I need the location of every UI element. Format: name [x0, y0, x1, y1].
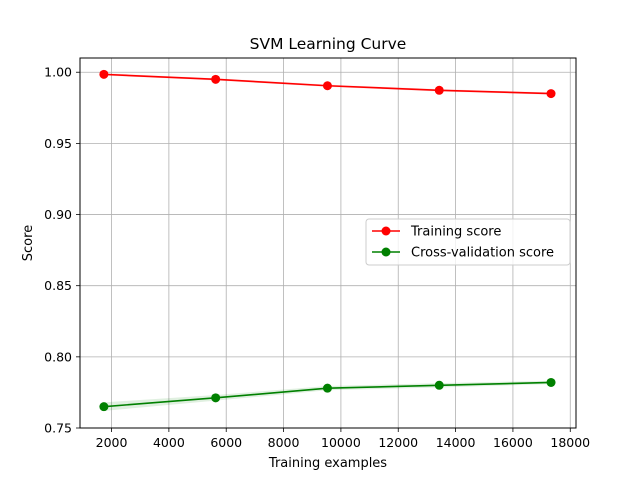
- legend-marker-cv: [381, 247, 391, 257]
- y-tick-label: 0.90: [44, 207, 72, 222]
- x-axis-label: Training examples: [268, 456, 387, 471]
- point-cv: [211, 393, 221, 403]
- legend-label-training: Training score: [410, 225, 501, 240]
- x-tick-label: 6000: [210, 435, 242, 450]
- point-training: [99, 69, 109, 79]
- x-tick-label: 4000: [153, 435, 185, 450]
- y-tick-label: 0.75: [44, 421, 72, 436]
- y-tick-label: 0.95: [44, 136, 72, 151]
- legend: Training score Cross-validation score: [365, 218, 571, 266]
- point-cv: [434, 380, 444, 390]
- x-tick-label: 2000: [96, 435, 128, 450]
- point-cv: [322, 383, 332, 393]
- x-tick-label: 18000: [550, 435, 590, 450]
- x-tick-label: 8000: [268, 435, 300, 450]
- x-tick-label: 14000: [436, 435, 476, 450]
- chart-title: SVM Learning Curve: [250, 35, 407, 53]
- legend-label-cv: Cross-validation score: [411, 246, 554, 261]
- point-training: [546, 89, 556, 99]
- point-training: [434, 85, 444, 95]
- y-tick-label: 1.00: [44, 65, 72, 80]
- legend-box: [365, 218, 571, 266]
- axis-ticks: 2000 4000 6000 8000 10000 12000 14000 16000 1800…: [44, 65, 590, 450]
- plot-frame: [79, 57, 577, 429]
- y-tick-label: 0.80: [44, 349, 72, 364]
- y-axis-label: Score: [21, 225, 36, 261]
- point-cv: [546, 377, 556, 387]
- x-tick-label: 10000: [321, 435, 361, 450]
- series-lines: [99, 69, 556, 412]
- point-training: [211, 74, 221, 84]
- x-tick-label: 12000: [378, 435, 418, 450]
- legend-marker-training: [381, 226, 391, 236]
- point-training: [322, 81, 332, 91]
- y-tick-label: 0.85: [44, 278, 72, 293]
- point-cv: [99, 402, 109, 412]
- x-tick-label: 16000: [493, 435, 533, 450]
